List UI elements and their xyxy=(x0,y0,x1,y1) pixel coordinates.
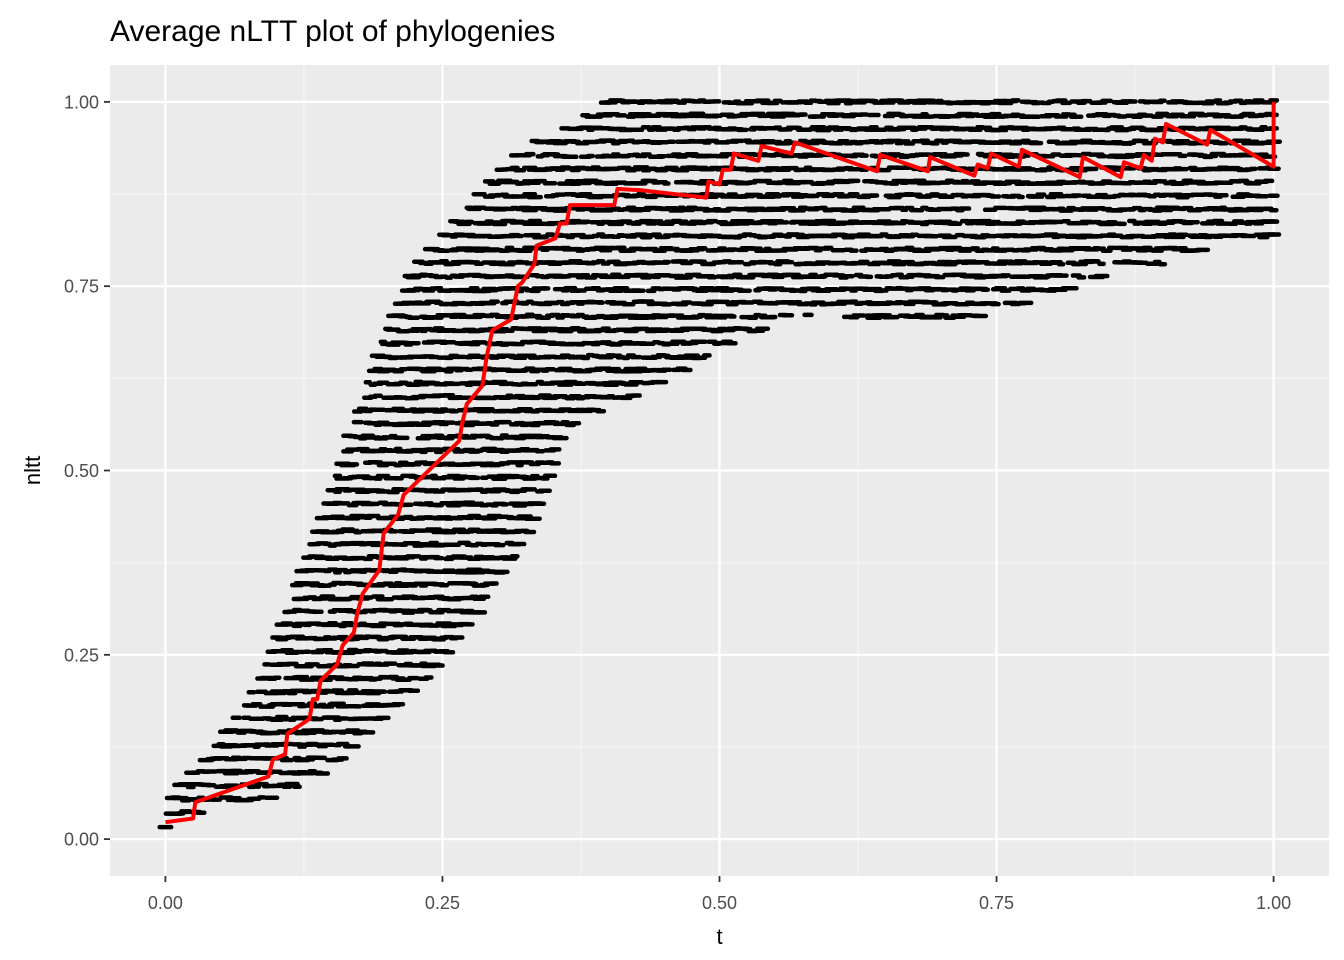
x-tick-label: 0.75 xyxy=(979,893,1014,913)
x-axis-title: t xyxy=(716,924,722,949)
x-tick-labels: 0.00 0.25 0.50 0.75 1.00 xyxy=(148,893,1291,913)
y-axis-title: nltt xyxy=(20,456,45,485)
y-tick-label: 0.50 xyxy=(64,461,99,481)
x-tick-label: 0.00 xyxy=(148,893,183,913)
data-points xyxy=(157,98,1283,830)
axis-ticks xyxy=(104,100,1275,882)
chart-title: Average nLTT plot of phylogenies xyxy=(110,15,555,48)
major-gridlines xyxy=(110,65,1329,876)
y-tick-label: 1.00 xyxy=(64,92,99,112)
x-tick-label: 0.25 xyxy=(425,893,460,913)
y-tick-label: 0.75 xyxy=(64,277,99,297)
x-tick-label: 0.50 xyxy=(702,893,737,913)
y-tick-label: 0.00 xyxy=(64,830,99,850)
average-nltt-line xyxy=(165,101,1276,825)
y-tick-labels: 0.00 0.25 0.50 0.75 1.00 xyxy=(64,92,99,849)
average-line-layer xyxy=(165,101,1276,825)
y-tick-label: 0.25 xyxy=(64,645,99,665)
x-tick-label: 1.00 xyxy=(1256,893,1291,913)
